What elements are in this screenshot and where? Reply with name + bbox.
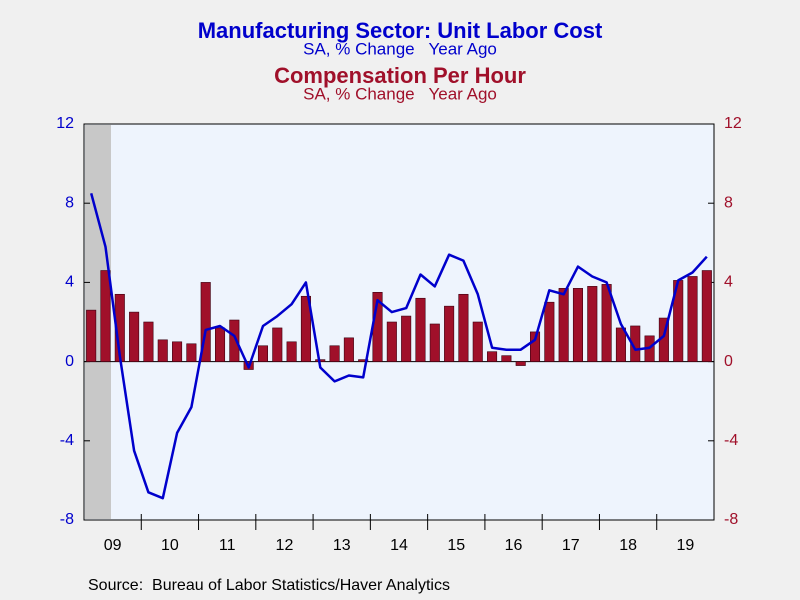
x-tick-label: 19 — [676, 537, 694, 554]
x-tick-label: 17 — [562, 537, 580, 554]
bar — [529, 331, 541, 362]
y-tick-label: 12 — [56, 115, 74, 132]
y-tick-label: 0 — [65, 353, 74, 370]
bar — [157, 339, 168, 362]
chart-title: Manufacturing Sector: Unit Labor Cost — [198, 18, 603, 43]
x-tick-label: 10 — [161, 537, 179, 554]
x-tick-label: 13 — [333, 537, 351, 554]
bar — [200, 282, 211, 362]
bar — [358, 359, 369, 362]
bar — [558, 288, 569, 362]
bar — [458, 293, 469, 362]
x-tick-label: 15 — [447, 537, 465, 554]
bar — [172, 341, 183, 362]
bar — [687, 276, 698, 362]
bar — [487, 351, 498, 362]
bar — [615, 327, 626, 362]
bar — [143, 321, 154, 362]
bar — [501, 355, 512, 362]
bar — [100, 270, 111, 362]
y-tick-label: -4 — [60, 432, 74, 449]
bar — [472, 321, 483, 362]
bar — [515, 361, 526, 366]
chart-subtitle: SA, % Change Year Ago — [303, 39, 497, 58]
bar — [272, 327, 283, 362]
bar — [429, 323, 440, 362]
bar — [214, 327, 226, 362]
x-tick-label: 18 — [619, 537, 637, 554]
bar — [300, 295, 311, 362]
source: Source: Bureau of Labor Statistics/Haver… — [88, 577, 450, 594]
line — [89, 192, 708, 500]
bar — [630, 325, 641, 362]
x-tick-label: 11 — [219, 537, 236, 554]
bar — [343, 337, 354, 362]
bar — [401, 315, 412, 362]
y2-tick-label: 12 — [724, 115, 742, 132]
bar — [544, 301, 555, 362]
x-tick-label: 12 — [276, 537, 294, 554]
y2-tick-label: 0 — [724, 353, 733, 370]
y-tick-label: -8 — [60, 511, 74, 528]
y2-tick-label: -4 — [724, 432, 738, 449]
x-tick-label: 09 — [104, 537, 122, 554]
y2-tick-label: 4 — [724, 274, 733, 291]
bar — [229, 319, 240, 362]
bar — [415, 297, 426, 362]
bar — [257, 345, 269, 362]
y-tick-label: 4 — [65, 274, 74, 291]
bar — [587, 286, 598, 362]
bar — [186, 343, 197, 362]
bar — [572, 288, 584, 362]
bar — [329, 345, 340, 362]
x-tick-label: 14 — [390, 537, 408, 554]
bar — [701, 270, 712, 362]
bar — [444, 305, 455, 362]
chart-title-2: Compensation Per Hour — [274, 63, 526, 88]
bar — [386, 321, 397, 362]
y-tick-label: 8 — [65, 194, 74, 211]
bar — [129, 311, 140, 362]
bar — [286, 341, 297, 362]
y2-tick-label: 8 — [724, 194, 733, 211]
bar — [86, 309, 97, 362]
bar — [601, 284, 612, 362]
x-tick-label: 16 — [505, 537, 523, 554]
y2-tick-label: -8 — [724, 511, 738, 528]
chart-subtitle-2: SA, % Change Year Ago — [303, 84, 497, 103]
